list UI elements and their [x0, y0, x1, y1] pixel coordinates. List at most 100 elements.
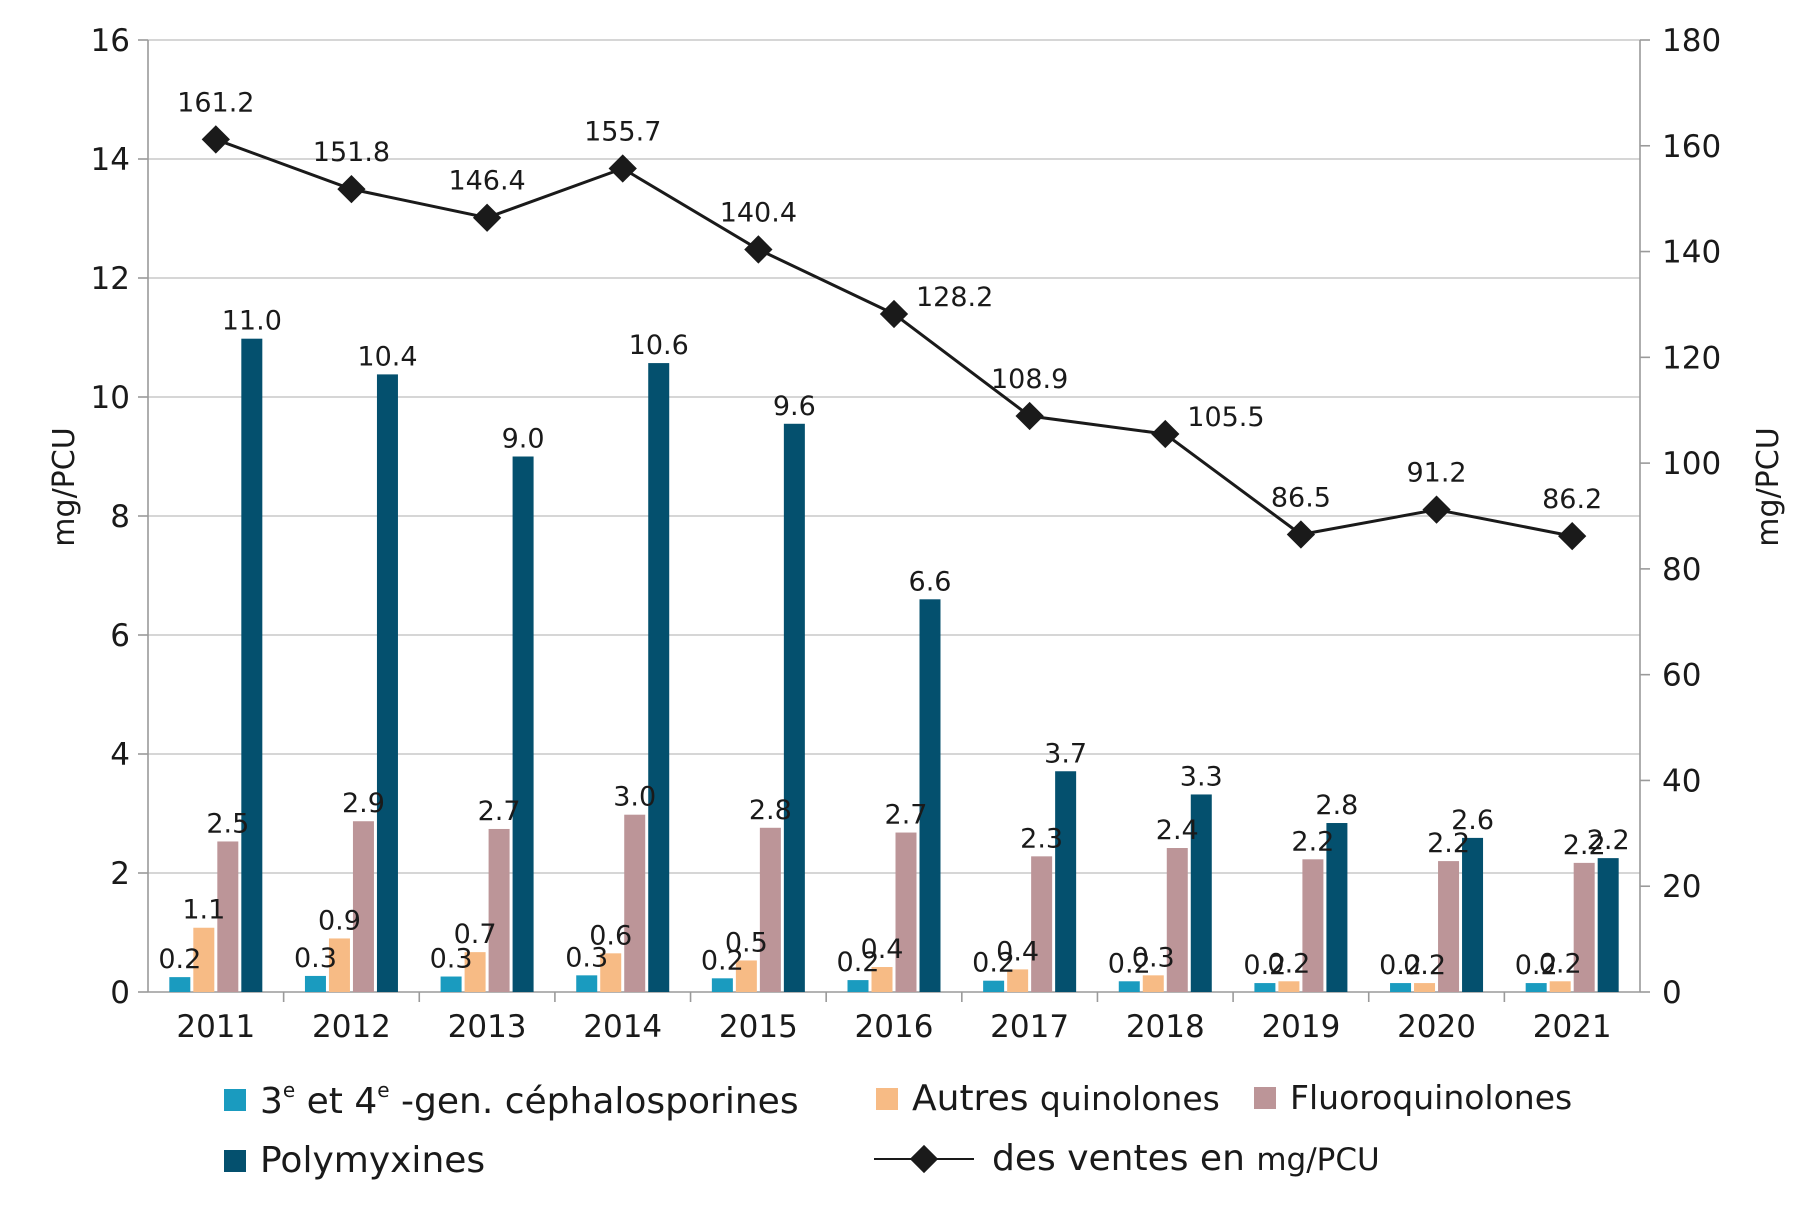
bar-value-label: 10.6	[629, 330, 689, 361]
line-marker	[1286, 520, 1316, 549]
bar	[919, 599, 941, 992]
bar-value-label: 0.7	[454, 919, 497, 950]
bar-value-label: 0.2	[837, 947, 880, 978]
bar-value-label: 2.9	[342, 788, 385, 819]
y-tick-label-left: 8	[110, 499, 130, 535]
bar-value-label: 0.4	[996, 936, 1039, 967]
bar	[1166, 848, 1188, 992]
bar-value-label: 2.5	[206, 808, 249, 839]
bar	[1254, 983, 1276, 992]
line-marker	[201, 125, 230, 154]
bar	[512, 456, 534, 992]
bar	[376, 374, 398, 992]
line-path	[215, 138, 1573, 538]
y-tick-label-left: 10	[91, 380, 130, 416]
line-value-label: 140.4	[720, 197, 797, 228]
x-tick-label: 2015	[719, 1009, 798, 1045]
y-tick-label-right: 100	[1662, 446, 1721, 482]
bar-value-label: 3.0	[613, 782, 656, 813]
bar-labels: 0.2 0.3 0.3 0.3 0.2 0.2 0.2 0.2 0.2 0.2 0.21.1 0.9 0…	[158, 306, 1629, 981]
bar-value-label: 0.2	[1243, 950, 1286, 981]
line-marker	[1558, 521, 1587, 551]
bar	[304, 975, 326, 992]
bar	[1438, 861, 1460, 992]
bar-value-label: 0.2	[1403, 950, 1446, 981]
x-tick-label: 2012	[312, 1009, 391, 1045]
bar	[1118, 981, 1140, 992]
bar	[1414, 983, 1436, 992]
line-value-label: 86.2	[1542, 484, 1602, 515]
bar-value-label: 0.2	[972, 948, 1015, 979]
line-value-label: 155.7	[584, 117, 661, 148]
y-tick-label-right: 20	[1662, 869, 1701, 905]
y-tick-label-left: 6	[110, 618, 130, 654]
bar	[895, 832, 917, 992]
bars	[169, 338, 1619, 993]
y-tick-label-left: 16	[91, 23, 130, 59]
line-value-label: 105.5	[1187, 402, 1264, 433]
x-tick-label: 2020	[1397, 1009, 1476, 1045]
line-marker	[337, 175, 366, 204]
y-tick-label-right: 0	[1662, 975, 1682, 1011]
bar	[217, 841, 239, 992]
line-value-label: 146.4	[448, 166, 525, 197]
bar	[1031, 856, 1053, 992]
bar	[328, 938, 350, 992]
bar	[983, 980, 1005, 992]
bar	[1390, 983, 1412, 992]
bar	[711, 978, 733, 992]
line-marker	[472, 203, 502, 232]
bar	[1278, 981, 1300, 992]
bar-value-label: 2.7	[478, 796, 521, 827]
bar	[1549, 981, 1571, 992]
line-value-label: 91.2	[1406, 458, 1466, 489]
line-value-label: 86.5	[1271, 483, 1331, 514]
y-tick-label-left: 2	[110, 856, 130, 892]
line-value-label: 161.2	[177, 87, 254, 118]
y-tick-label-right: 40	[1662, 763, 1701, 799]
y-tick-label-left: 0	[110, 975, 130, 1011]
bar	[871, 967, 893, 992]
bar	[1462, 837, 1484, 992]
y-tick-label-right: 80	[1662, 552, 1701, 588]
bar	[600, 953, 622, 992]
bar	[847, 980, 869, 992]
line-labels: 161.2 151.8 146.4 155.7 140.4 128.2 108.9 105.5…	[177, 87, 1602, 515]
x-tick-label: 2017	[990, 1009, 1069, 1045]
bar	[624, 814, 646, 992]
y-tick-label-right: 180	[1662, 23, 1721, 59]
axes: 0246810121416020406080100120140160180201…	[91, 23, 1722, 1045]
bar	[1326, 823, 1348, 992]
y-tick-label-right: 120	[1662, 340, 1721, 376]
bar-value-label: 0.3	[430, 944, 473, 975]
bar-value-label: 2.4	[1156, 815, 1199, 846]
y-tick-label-right: 140	[1662, 235, 1721, 271]
y-axis-label-right: mg/PCU	[1751, 427, 1786, 546]
y-axis-label-left: mg/PCU	[47, 427, 82, 546]
bar	[1190, 794, 1212, 992]
line-marker	[1422, 495, 1451, 524]
bar-value-label: 2.3	[1020, 823, 1063, 854]
y-tick-label-right: 160	[1662, 129, 1721, 165]
line-value-label: 108.9	[991, 364, 1068, 395]
line-value-label: 128.2	[916, 282, 993, 313]
bar	[488, 828, 510, 992]
bar	[193, 927, 215, 992]
x-tick-label: 2011	[176, 1009, 255, 1045]
bar-value-label: 0.2	[1539, 948, 1582, 979]
bar-value-label: 0.6	[589, 920, 632, 951]
bar-value-label: 0.4	[861, 934, 904, 965]
x-tick-label: 2018	[1126, 1009, 1205, 1045]
y-tick-label-left: 4	[110, 737, 130, 773]
bar-value-label: 0.3	[1132, 942, 1175, 973]
x-tick-label: 2016	[855, 1009, 934, 1045]
bar-value-label: 0.2	[158, 944, 201, 975]
bar	[1597, 858, 1619, 992]
bar-value-label: 0.9	[318, 905, 361, 936]
bar-value-label: 2.2	[1291, 826, 1334, 857]
bar	[464, 952, 486, 992]
bar-value-label: 0.2	[1267, 948, 1310, 979]
bar	[576, 975, 598, 992]
bar	[783, 423, 805, 992]
y-tick-label-left: 12	[91, 261, 130, 297]
